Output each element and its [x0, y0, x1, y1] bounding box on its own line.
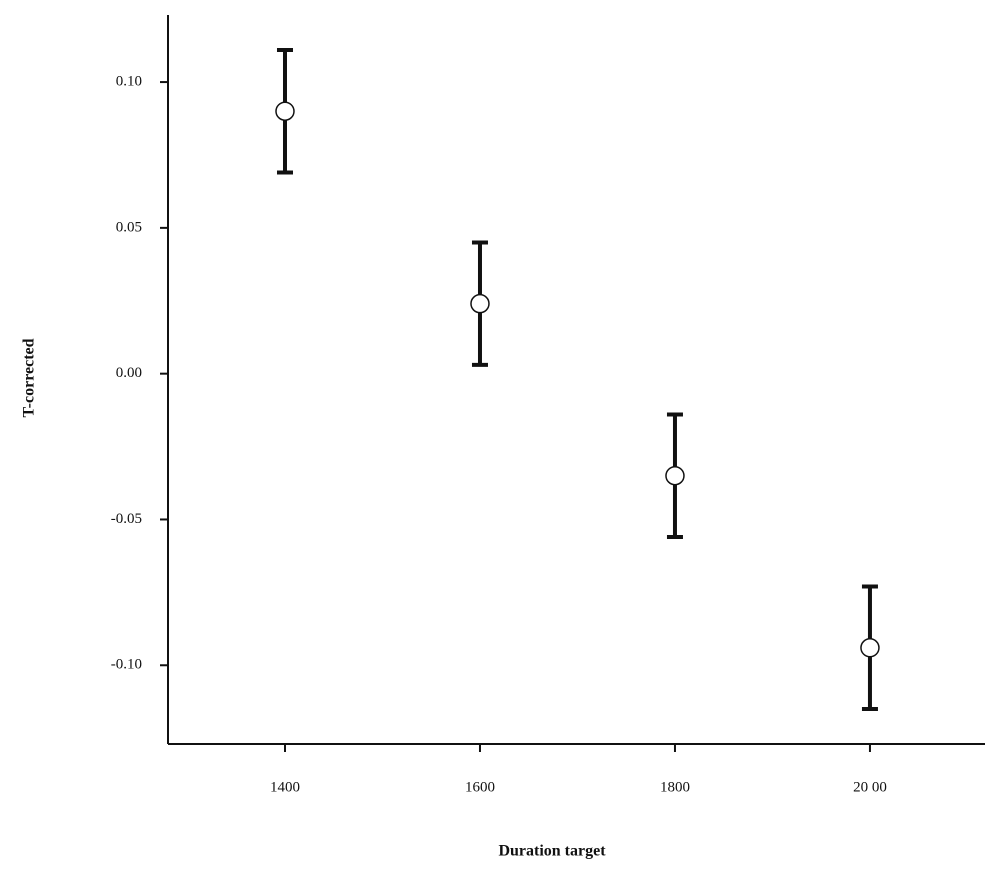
x-axis-title: Duration target: [498, 843, 606, 860]
x-tick-label: 1800: [660, 779, 690, 795]
y-tick-label: 0.10: [116, 74, 142, 90]
x-tick-label: 1600: [465, 779, 495, 795]
y-tick-label: -0.10: [111, 657, 142, 673]
point: [860, 638, 880, 658]
x-tick-label: 20 00: [853, 779, 887, 795]
x-tick-label: 1400: [270, 779, 300, 795]
y-axis-title: T-corrected: [21, 338, 38, 417]
y-tick-label: 0.05: [116, 219, 142, 235]
point: [275, 101, 295, 121]
y-tick-label: -0.05: [111, 511, 142, 527]
point: [470, 293, 490, 314]
point: [665, 465, 685, 486]
y-tick-label: 0.00: [116, 365, 142, 381]
